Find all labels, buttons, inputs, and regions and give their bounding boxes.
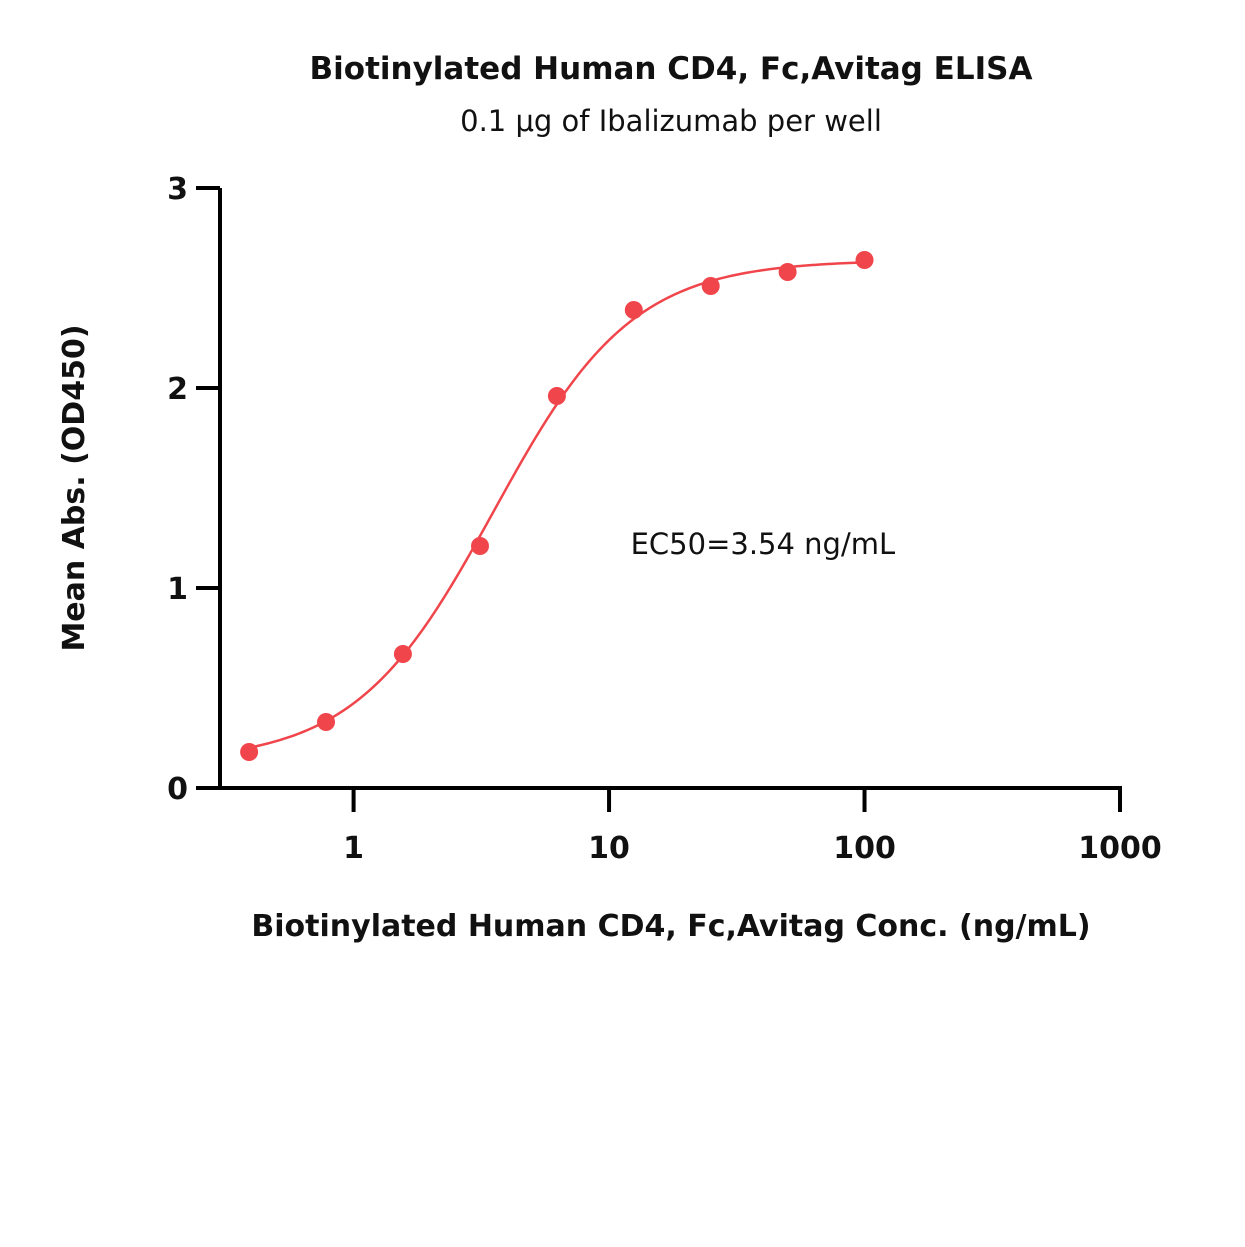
y-tick-label: 0 [167, 772, 188, 807]
y-tick-label: 1 [167, 572, 188, 607]
data-point [471, 537, 490, 555]
data-point [393, 645, 412, 663]
data-point [240, 743, 259, 761]
plot-area: 0 1 2 3 1 10 100 1000 EC50=3.54 ng/mL [167, 172, 1162, 866]
data-point [855, 251, 874, 269]
chart-title: Biotinylated Human CD4, Fc,Avitag ELISA [310, 51, 1033, 87]
x-axis-label: Biotinylated Human CD4, Fc,Avitag Conc. … [251, 909, 1090, 944]
data-point [317, 713, 336, 731]
data-point [624, 301, 643, 319]
x-tick-label: 1 [343, 831, 364, 866]
x-tick-label: 10 [588, 831, 630, 866]
y-tick-label: 3 [167, 172, 188, 207]
data-point [701, 277, 720, 295]
y-axis-label: Mean Abs. (OD450) [57, 324, 92, 651]
x-tick-label: 100 [833, 831, 896, 866]
x-tick-label: 1000 [1078, 831, 1162, 866]
data-point [778, 263, 797, 281]
data-point [547, 387, 566, 405]
y-tick-label: 2 [167, 372, 188, 407]
ec50-annotation: EC50=3.54 ng/mL [631, 527, 896, 561]
fit-curve [248, 261, 865, 749]
chart-subtitle: 0.1 μg of Ibalizumab per well [460, 104, 882, 138]
